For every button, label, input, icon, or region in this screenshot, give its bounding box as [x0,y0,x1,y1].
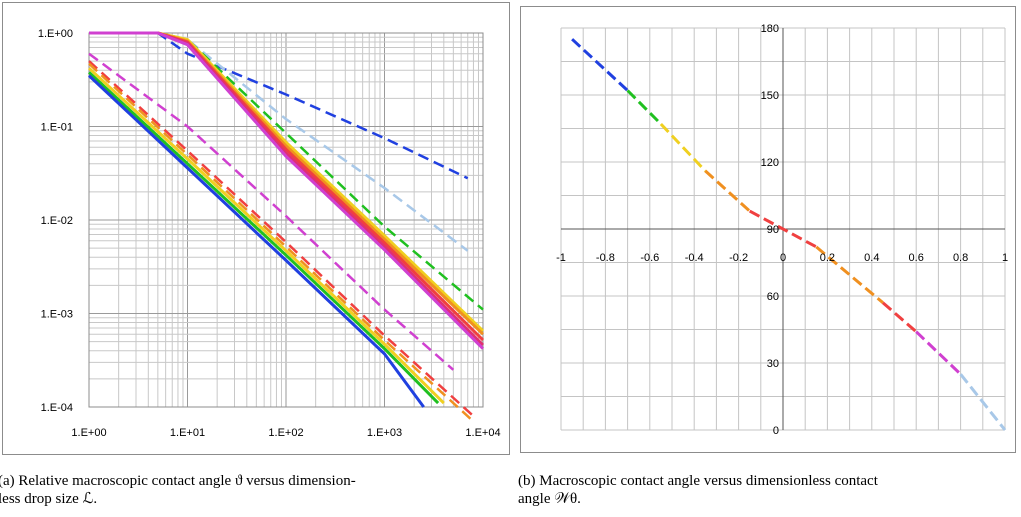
x-tick-label: 1.E+02 [268,427,303,439]
caption-a: (a) Relative macroscopic contact angle ϑ… [0,472,505,508]
x-tick-label: -0.6 [640,252,659,264]
y-tick-label: 150 [761,90,779,102]
series-segment-7 [881,301,918,333]
series-segment-8 [915,330,962,376]
x-tick-label: 0.2 [820,252,835,264]
caption-b: (b) Macroscopic contact angle versus dim… [518,472,1021,508]
x-tick-label: 0.8 [953,252,968,264]
x-tick-label: 1 [1002,252,1008,264]
series-line-9 [88,52,455,371]
y-tick-label: 0 [773,425,779,437]
y-tick-label: 1.E-02 [41,215,73,227]
series-segment-6 [815,245,884,304]
x-tick-label: 0.4 [864,252,879,264]
series-segment-1 [571,38,629,92]
y-tick-label: 1.E-01 [41,122,73,134]
plot-area [88,32,484,408]
series-line-10 [88,60,475,418]
y-tick-label: 30 [767,358,779,370]
x-tick-label: -0.8 [596,252,615,264]
series-line-13 [87,71,440,405]
y-tick-label: 1.E+00 [38,28,73,40]
x-tick-label: 1.E+01 [170,427,205,439]
series-segment-5 [748,209,818,249]
series-segment-2 [626,89,662,126]
y-tick-label: 180 [761,23,779,35]
x-tick-label: -1 [556,252,566,264]
caption-b-line2: angle 𝒲θ. [518,491,581,507]
series-line-1 [89,31,469,180]
y-tick-label: 1.E-03 [41,309,73,321]
caption-b-line1: (b) Macroscopic contact angle versus dim… [518,473,878,489]
series-line-11 [88,62,475,423]
y-tick-label: 90 [767,224,779,236]
series-line-8 [89,31,485,350]
series-line-12 [87,67,445,405]
y-tick-label: 120 [761,157,779,169]
chart-a-svg: 1.E+00 1.E+01 1.E+02 1.E+03 1.E+04 1.E+00 1.E-… [38,28,501,439]
y-tick-label: 1.E-04 [41,402,73,414]
series-line-14 [87,74,425,408]
chart-panel-b: -1 -0.8 -0.6 -0.4 -0.2 0 0.2 0.4 0.6 0.8 1 180 150 12… [520,6,1016,453]
series-segment-9 [959,373,1007,431]
y-tick-label: 60 [767,291,779,303]
chart-b-svg: -1 -0.8 -0.6 -0.4 -0.2 0 0.2 0.4 0.6 0.8 1 180 150 12… [556,23,1008,437]
chart-panel-a: 1.E+00 1.E+01 1.E+02 1.E+03 1.E+04 1.E+00 1.E-… [2,2,510,455]
x-tick-label: 0 [780,252,786,264]
x-tick-label: 0.6 [909,252,924,264]
caption-a-line2: less drop size ℒ. [0,491,98,507]
x-tick-label: 1.E+04 [465,427,500,439]
x-tick-label: 1.E+03 [367,427,402,439]
series-segment-3 [659,122,707,172]
x-tick-label: -0.2 [729,252,748,264]
series-segment-4 [704,169,751,213]
caption-a-line1: (a) Relative macroscopic contact angle ϑ… [0,473,356,489]
x-tick-label: -0.4 [685,252,704,264]
x-tick-label: 1.E+00 [71,427,106,439]
